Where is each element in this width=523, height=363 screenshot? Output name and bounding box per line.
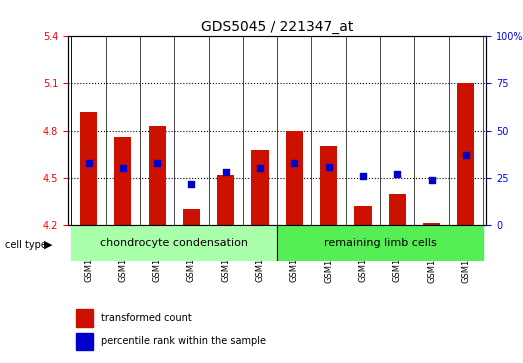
- Bar: [423, 224, 440, 225]
- Point: [187, 181, 196, 187]
- Bar: [277, 225, 483, 261]
- Text: cell type: cell type: [5, 240, 47, 250]
- Bar: [115, 137, 131, 225]
- Bar: [389, 193, 406, 225]
- Text: chondrocyte condensation: chondrocyte condensation: [100, 238, 248, 248]
- Text: ▶: ▶: [44, 240, 53, 250]
- Bar: [252, 150, 269, 225]
- Point: [222, 169, 230, 175]
- Text: transformed count: transformed count: [101, 313, 192, 323]
- Point: [324, 164, 333, 170]
- Point: [393, 171, 402, 177]
- Bar: [149, 126, 166, 225]
- Bar: [183, 209, 200, 225]
- Title: GDS5045 / 221347_at: GDS5045 / 221347_at: [201, 20, 354, 34]
- Bar: [76, 333, 93, 350]
- Bar: [286, 131, 303, 225]
- Point: [462, 152, 470, 158]
- Bar: [320, 146, 337, 225]
- Point: [84, 160, 93, 166]
- Point: [290, 160, 299, 166]
- Point: [119, 166, 127, 171]
- Bar: [80, 112, 97, 225]
- Point: [256, 166, 264, 171]
- Point: [359, 173, 367, 179]
- Bar: [217, 175, 234, 225]
- Text: percentile rank within the sample: percentile rank within the sample: [101, 336, 266, 346]
- Bar: [457, 83, 474, 225]
- Text: remaining limb cells: remaining limb cells: [324, 238, 437, 248]
- Bar: [355, 206, 371, 225]
- Bar: [72, 225, 277, 261]
- Point: [153, 160, 161, 166]
- Point: [427, 177, 436, 183]
- Bar: [76, 309, 93, 327]
